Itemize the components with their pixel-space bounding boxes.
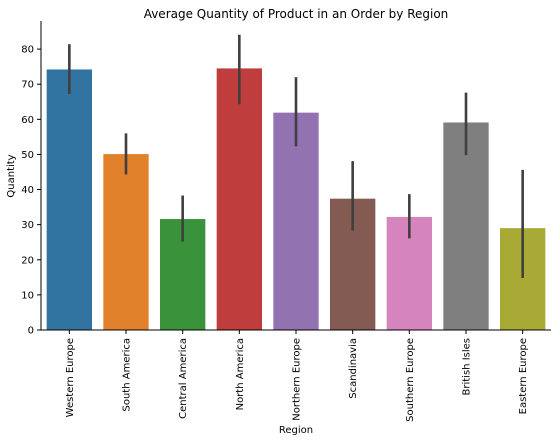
x-tick-label: Southern Europe	[405, 338, 416, 422]
x-tick-label: Scandinavia	[348, 338, 359, 399]
bar	[103, 154, 149, 330]
chart-title: Average Quantity of Product in an Order …	[144, 7, 449, 21]
bar	[216, 68, 262, 330]
y-tick-label: 0	[28, 326, 34, 337]
bar	[443, 122, 489, 330]
y-axis-title: Quantity	[6, 154, 17, 197]
y-tick-label: 70	[21, 80, 34, 91]
y-tick-label: 30	[21, 220, 34, 231]
y-tick-label: 60	[21, 115, 34, 126]
y-tick-label: 80	[21, 45, 34, 56]
x-tick-label: North America	[235, 338, 246, 410]
x-tick-label: Northern Europe	[292, 338, 303, 421]
y-tick-label: 50	[21, 150, 34, 161]
error-bars-layer	[68, 34, 524, 279]
x-tick-label: British Isles	[462, 338, 473, 395]
x-tick-label: South America	[122, 338, 133, 412]
bar	[273, 112, 319, 330]
x-tick-label: Western Europe	[65, 338, 76, 417]
y-tick-label: 20	[21, 255, 34, 266]
bars-layer	[46, 68, 546, 330]
y-tick-label: 10	[21, 290, 34, 301]
x-axis-title: Region	[279, 425, 313, 436]
bar	[46, 69, 92, 330]
x-ticks-layer: Western Europe South America Central Ameri…	[65, 330, 529, 422]
x-tick-label: Eastern Europe	[518, 338, 529, 414]
y-ticks-layer: 0 10 20 30 40 50 60 70 80	[21, 45, 41, 337]
y-tick-label: 40	[21, 185, 34, 196]
x-tick-label: Central America	[178, 338, 189, 419]
